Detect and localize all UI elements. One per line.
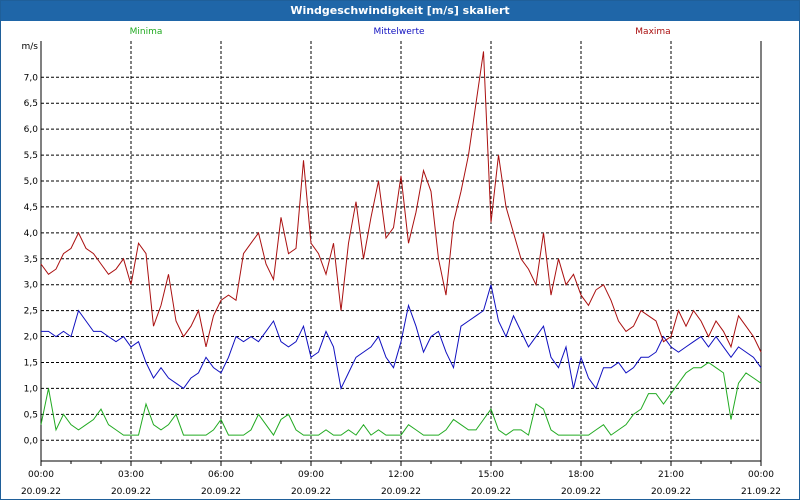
x-tick-time: 18:00 bbox=[568, 470, 594, 480]
x-tick-date: 20.09.22 bbox=[291, 487, 331, 497]
x-tick-date: 20.09.22 bbox=[111, 487, 151, 497]
legend-entry-minima: Minima bbox=[130, 27, 163, 37]
y-tick-label: 3,0 bbox=[24, 281, 39, 291]
x-tick-time: 00:00 bbox=[748, 470, 774, 480]
axes: 0,0 0,5 1,0 1,5 2,0 2,5 3,0 3,5 4,0 4,5 5,0 5,5 6,0 6… bbox=[21, 41, 781, 497]
y-tick-label: 6,5 bbox=[24, 99, 38, 109]
window-title: Windgeschwindigkeit [m/s] skaliert bbox=[1, 1, 799, 21]
x-tick-time: 03:00 bbox=[118, 470, 144, 480]
series-line-minima bbox=[40, 361, 762, 437]
y-tick-label: 4,0 bbox=[24, 229, 39, 239]
series-line-maxima bbox=[40, 51, 762, 353]
x-tick-date: 20.09.22 bbox=[381, 487, 421, 497]
y-tick-label: 4,5 bbox=[24, 203, 38, 213]
x-tick-time: 21:00 bbox=[658, 470, 684, 480]
y-tick-label: 1,5 bbox=[24, 358, 38, 368]
grid-lines bbox=[41, 41, 761, 461]
y-tick-label: 2,5 bbox=[24, 307, 38, 317]
x-tick-date: 21.09.22 bbox=[741, 487, 781, 497]
x-tick-date: 20.09.22 bbox=[651, 487, 691, 497]
y-tick-label: 0,0 bbox=[24, 436, 39, 446]
legend-entry-maxima: Maxima bbox=[635, 27, 670, 37]
x-tick-time: 09:00 bbox=[298, 470, 324, 480]
y-tick-label: 1,0 bbox=[24, 384, 39, 394]
x-tick-date: 20.09.22 bbox=[21, 487, 61, 497]
x-tick-date: 20.09.22 bbox=[201, 487, 241, 497]
x-tick-time: 06:00 bbox=[208, 470, 234, 480]
legend: Minima Mittelwerte Maxima bbox=[130, 27, 671, 37]
series-line-mittelwerte bbox=[41, 284, 762, 391]
y-tick-label: 0,5 bbox=[24, 410, 38, 420]
x-tick-time: 12:00 bbox=[388, 470, 414, 480]
series-lines bbox=[40, 51, 762, 437]
y-tick-label: 7,0 bbox=[24, 73, 39, 83]
x-tick-date: 20.09.22 bbox=[471, 487, 511, 497]
x-tick-time: 15:00 bbox=[478, 470, 504, 480]
legend-entry-mittelwerte: Mittelwerte bbox=[373, 27, 424, 37]
y-tick-label: 3,5 bbox=[24, 255, 38, 265]
x-tick-time: 00:00 bbox=[28, 470, 54, 480]
x-tick-date: 20.09.22 bbox=[561, 487, 601, 497]
y-tick-label: 5,0 bbox=[24, 177, 39, 187]
y-tick-label: 6,0 bbox=[24, 125, 39, 135]
y-tick-label: 5,5 bbox=[24, 151, 38, 161]
y-tick-label: 2,0 bbox=[24, 333, 39, 343]
y-axis-label: m/s bbox=[22, 42, 39, 52]
